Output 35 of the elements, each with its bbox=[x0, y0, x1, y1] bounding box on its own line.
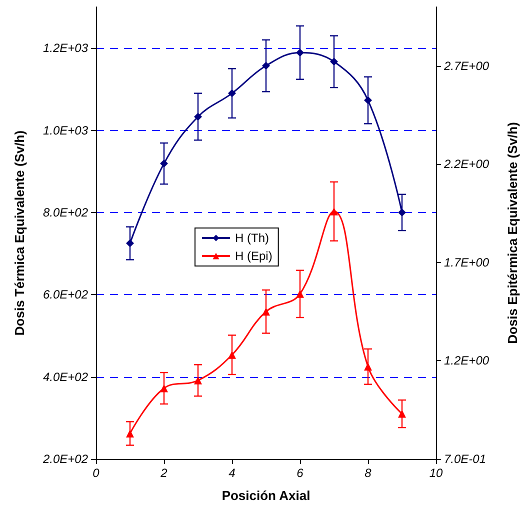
point bbox=[330, 58, 338, 66]
y-tick-label: 1.2E+03 bbox=[42, 41, 88, 56]
y-tick-label: 2.0E+02 bbox=[42, 452, 88, 466]
y-tick-label: 8.0E+02 bbox=[42, 205, 88, 220]
point bbox=[194, 112, 202, 121]
y2-tick-label: 2.7E+00 bbox=[443, 58, 490, 73]
point bbox=[160, 160, 168, 168]
legend-label: H (Epi) bbox=[235, 249, 272, 263]
x-tick-label: 0 bbox=[92, 466, 100, 480]
x-tick-label: 4 bbox=[228, 466, 236, 480]
y2-tick-label: 2.2E+00 bbox=[443, 157, 490, 172]
x-axis-title: Posición Axial bbox=[222, 488, 310, 503]
y-tick-label: 1.0E+03 bbox=[42, 123, 88, 138]
point bbox=[228, 89, 236, 98]
point bbox=[160, 384, 168, 392]
point bbox=[296, 48, 304, 57]
y2-tick-label: 1.2E+00 bbox=[444, 354, 490, 368]
y2-tick-label: 1.7E+00 bbox=[444, 255, 490, 270]
point bbox=[126, 239, 134, 248]
legend-label: H (Th) bbox=[235, 231, 269, 245]
y2-tick-label: 7.0E-01 bbox=[444, 452, 486, 466]
point bbox=[262, 62, 270, 70]
point bbox=[364, 362, 372, 371]
point bbox=[398, 208, 406, 216]
y-tick-label: 6.0E+02 bbox=[42, 288, 88, 302]
point bbox=[398, 410, 406, 418]
x-tick-label: 2 bbox=[160, 466, 168, 480]
x-tick-label: 6 bbox=[296, 466, 304, 480]
y-axis-title: Dosis Térmica Equivalente (Sv/h) bbox=[12, 130, 27, 336]
x-tick-label: 10 bbox=[429, 466, 443, 480]
point bbox=[364, 96, 372, 104]
y2-axis-title: Dosis Epitérmica Equivalente (Sv/h) bbox=[505, 122, 520, 344]
x-tick-label: 8 bbox=[364, 466, 372, 480]
y-tick-label: 4.0E+02 bbox=[42, 370, 88, 384]
point bbox=[262, 308, 270, 316]
